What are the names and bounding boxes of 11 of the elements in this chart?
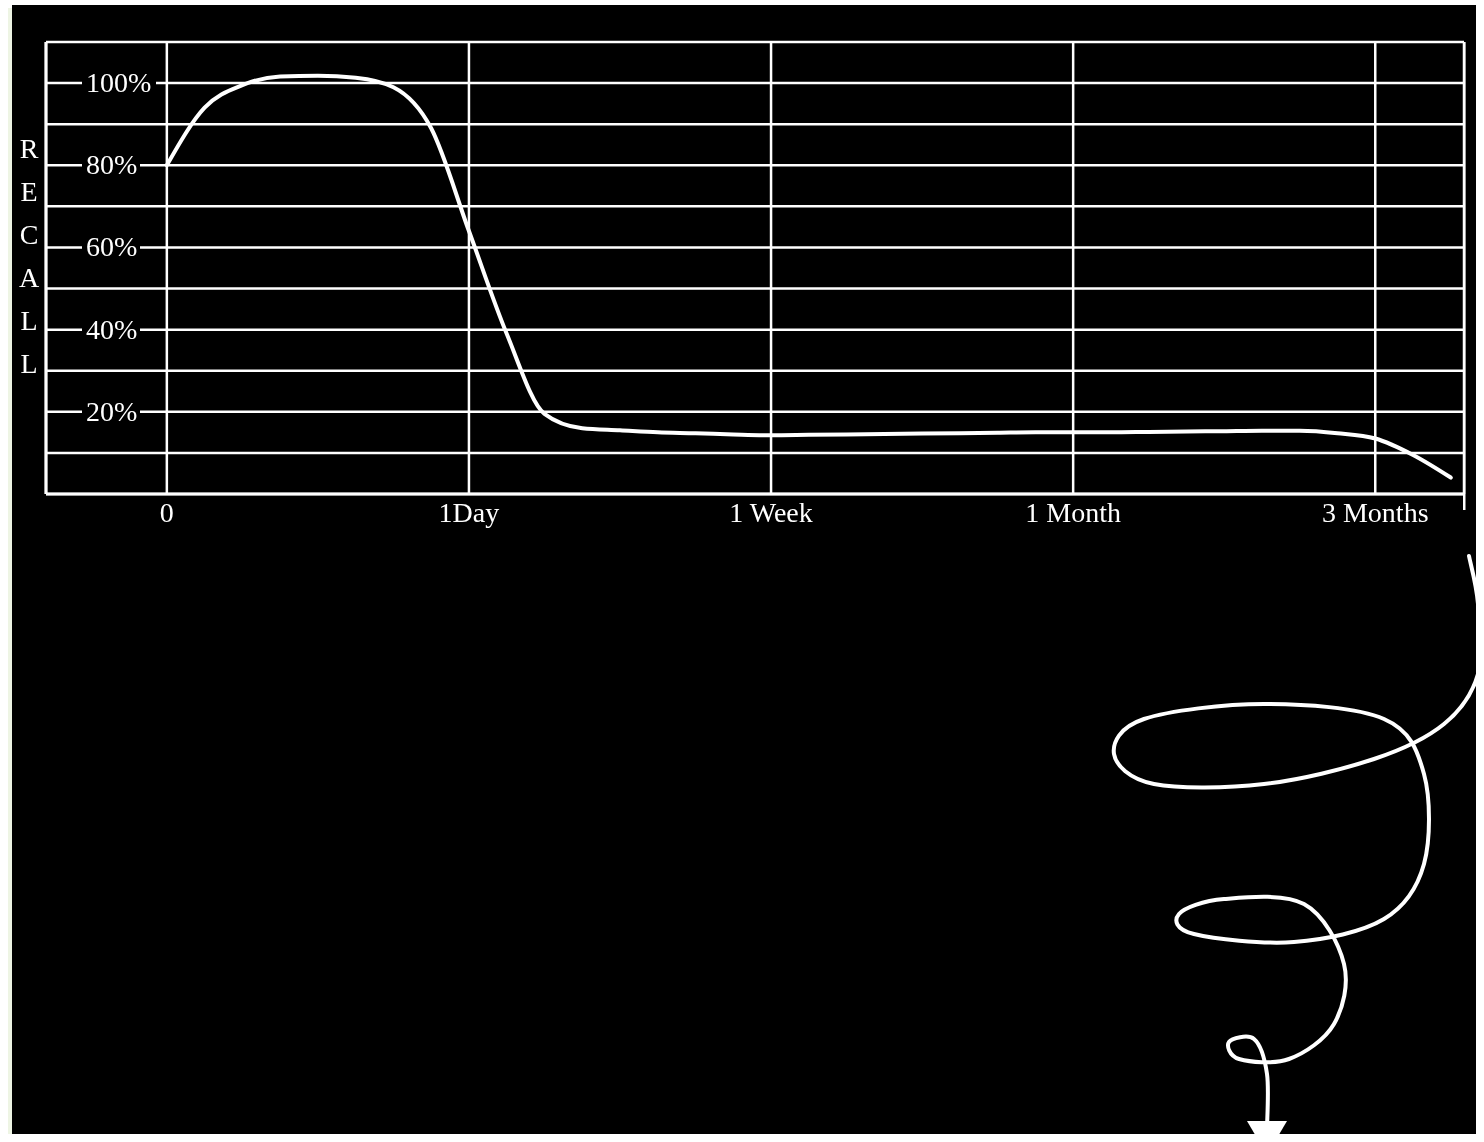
- x-tick-label: 1 Month: [1025, 496, 1121, 528]
- y-tick-label: 80%: [86, 149, 138, 181]
- x-tick-label: 3 Months: [1321, 496, 1429, 528]
- y-tick-label: 40%: [86, 313, 138, 345]
- y-tick-label: 20%: [86, 395, 138, 427]
- y-tick-label: 60%: [86, 231, 138, 263]
- x-tick-label: 0: [159, 496, 174, 528]
- y-tick-label: 100%: [86, 67, 152, 99]
- x-tick-label: 1 Week: [729, 496, 813, 528]
- y-axis-title: RECALL: [18, 133, 40, 379]
- x-tick-label: 1Day: [438, 496, 500, 528]
